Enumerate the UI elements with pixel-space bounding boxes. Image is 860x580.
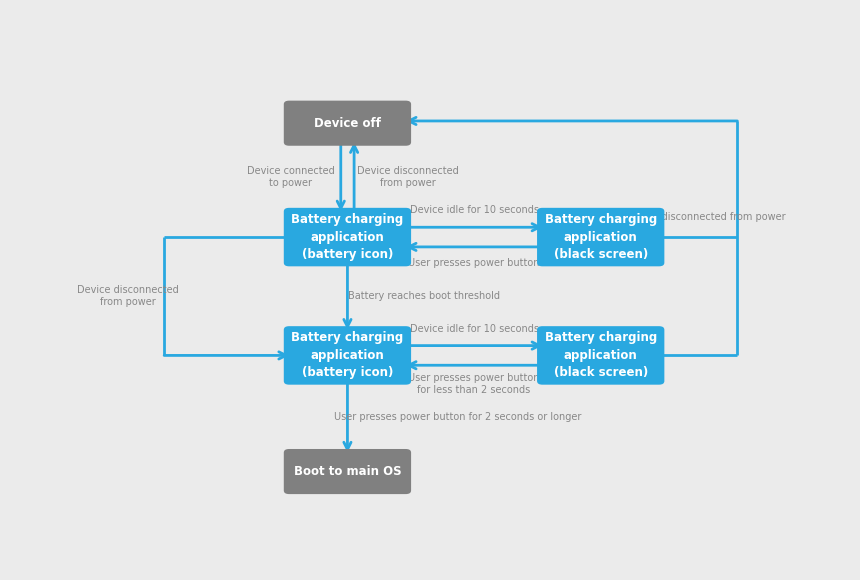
FancyBboxPatch shape [284,449,411,494]
Text: User presses power button: User presses power button [408,258,540,268]
Text: Battery charging
application
(battery icon): Battery charging application (battery ic… [292,331,403,379]
Text: Device disconnected
from power: Device disconnected from power [77,285,178,307]
FancyBboxPatch shape [537,326,665,385]
Text: User presses power button for 2 seconds or longer: User presses power button for 2 seconds … [334,412,581,422]
Text: User presses power button
for less than 2 seconds: User presses power button for less than … [408,373,540,395]
Text: Battery charging
application
(battery icon): Battery charging application (battery ic… [292,213,403,261]
FancyBboxPatch shape [284,326,411,385]
Text: Device off: Device off [314,117,381,130]
FancyBboxPatch shape [537,208,665,266]
Text: Battery reaches boot threshold: Battery reaches boot threshold [348,291,500,301]
Text: Boot to main OS: Boot to main OS [293,465,402,478]
Text: Device disconnected
from power: Device disconnected from power [357,165,458,188]
Text: Battery charging
application
(black screen): Battery charging application (black scre… [544,213,657,261]
FancyBboxPatch shape [284,208,411,266]
FancyBboxPatch shape [284,101,411,146]
Text: Device idle for 10 seconds: Device idle for 10 seconds [409,324,538,334]
Text: Device disconnected from power: Device disconnected from power [624,212,785,222]
Text: Device connected
to power: Device connected to power [247,165,335,188]
Text: Battery charging
application
(black screen): Battery charging application (black scre… [544,331,657,379]
Text: Device idle for 10 seconds: Device idle for 10 seconds [409,205,538,215]
